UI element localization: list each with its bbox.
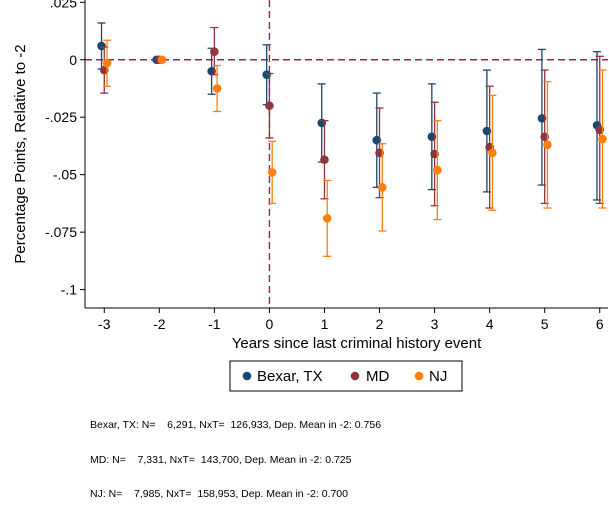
data-point bbox=[212, 84, 222, 93]
y-tick-label: -.05 bbox=[53, 167, 77, 183]
legend-marker bbox=[414, 371, 424, 381]
y-tick-label: .025 bbox=[50, 0, 77, 10]
data-point bbox=[598, 134, 607, 144]
legend: Bexar, TX MD NJ bbox=[229, 360, 463, 392]
y-tick-label: -.1 bbox=[61, 282, 78, 298]
x-tick-label: 5 bbox=[541, 316, 549, 332]
data-point bbox=[543, 140, 552, 150]
x-tick-label: 4 bbox=[486, 316, 494, 332]
y-tick-label: -.075 bbox=[45, 224, 77, 240]
series-nj bbox=[102, 39, 607, 257]
data-point bbox=[265, 101, 274, 111]
sample-notes: Bexar, TX: N= 6,291, NxT= 126,933, Dep. … bbox=[90, 397, 381, 512]
data-point bbox=[267, 168, 277, 177]
note-line-bexar: Bexar, TX: N= 6,291, NxT= 126,933, Dep. … bbox=[90, 419, 382, 431]
data-point bbox=[377, 183, 387, 192]
data-point bbox=[157, 55, 167, 65]
legend-label: Bexar, TX bbox=[257, 368, 323, 385]
reference-lines bbox=[85, 0, 608, 308]
legend-label: NJ bbox=[429, 368, 447, 385]
axes: .025 0 -.025 -.05 -.075 -.1 -3 -2 -1 0 1 2 3 4 5 6 bbox=[45, 0, 608, 332]
legend-label: MD bbox=[366, 368, 389, 385]
x-tick-label: 1 bbox=[321, 316, 329, 332]
x-tick-label: 2 bbox=[376, 316, 384, 332]
data-point bbox=[322, 214, 332, 223]
note-line-md: MD: N= 7,331, NxT= 143,700, Dep. Mean in… bbox=[90, 453, 352, 466]
x-tick-label: -3 bbox=[98, 316, 111, 332]
data-point bbox=[433, 165, 442, 175]
x-tick-label: 3 bbox=[431, 316, 439, 332]
y-axis-title: Percentage Points, Relative to -2 bbox=[12, 44, 29, 263]
data-point bbox=[488, 148, 497, 158]
legend-marker bbox=[242, 371, 252, 381]
legend-box bbox=[229, 360, 463, 392]
x-tick-label: -2 bbox=[153, 316, 166, 332]
note-line-nj: NJ: N= 7,985, NxT= 158,953, Dep. Mean in… bbox=[90, 488, 348, 500]
data-point bbox=[320, 155, 329, 165]
x-axis-title: Years since last criminal history event bbox=[232, 335, 482, 352]
data-point bbox=[102, 58, 112, 68]
x-tick-label: 6 bbox=[596, 316, 604, 332]
series-layer bbox=[97, 22, 607, 257]
y-tick-label: -.025 bbox=[45, 109, 77, 125]
y-tick-label: 0 bbox=[69, 52, 77, 68]
legend-marker bbox=[350, 371, 360, 381]
event-study-chart: .025 0 -.025 -.05 -.075 -.1 -3 -2 -1 0 1 2 3 4 5 6 Perc… bbox=[12, 0, 608, 392]
data-point bbox=[210, 47, 219, 57]
x-tick-label: 0 bbox=[266, 316, 274, 332]
x-tick-label: -1 bbox=[208, 316, 221, 332]
